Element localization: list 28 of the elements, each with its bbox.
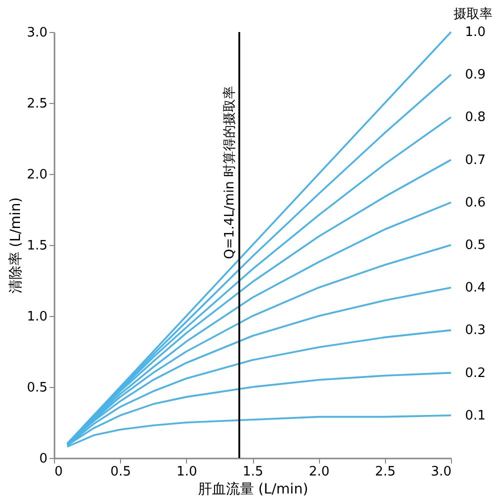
- series-label: 0.3: [465, 323, 486, 338]
- ref-line-label: Q=1.4L/min 时算得的摄取率: [221, 86, 238, 260]
- series-label: 0.9: [465, 68, 486, 83]
- y-tick-label: 1.0: [26, 310, 48, 324]
- x-axis-title: 肝血流量 (L/min): [198, 482, 308, 498]
- y-tick-label: 1.5: [26, 238, 48, 254]
- series-label: 1.0: [465, 25, 486, 40]
- series-label: 0.2: [465, 366, 486, 381]
- series-label: 0.4: [465, 280, 486, 296]
- y-tick-label: 0: [39, 452, 48, 466]
- y-tick-label: 2.5: [26, 96, 48, 112]
- series-label: 0.6: [465, 195, 486, 210]
- series-label: 0.8: [465, 110, 486, 126]
- series-label: 0.5: [465, 238, 486, 253]
- legend-title: 摄取率: [454, 6, 492, 22]
- y-tick-label: 0.5: [26, 380, 48, 396]
- x-tick-label: 2.5: [374, 464, 396, 480]
- x-tick-label: 1.0: [176, 464, 198, 480]
- x-tick-label: 3.0: [430, 464, 452, 480]
- y-axis-title: 清除率 (L/min): [8, 197, 24, 294]
- x-tick-label: 0.5: [110, 464, 132, 480]
- y-tick-label: 3.0: [26, 26, 48, 40]
- x-tick-label: 1.5: [242, 464, 264, 480]
- y-tick-label: 2.0: [26, 168, 48, 182]
- x-tick-label: 0: [54, 464, 63, 480]
- series-label: 0.1: [465, 408, 486, 424]
- series-label: 0.7: [465, 152, 486, 168]
- x-tick-label: 2.0: [308, 464, 330, 480]
